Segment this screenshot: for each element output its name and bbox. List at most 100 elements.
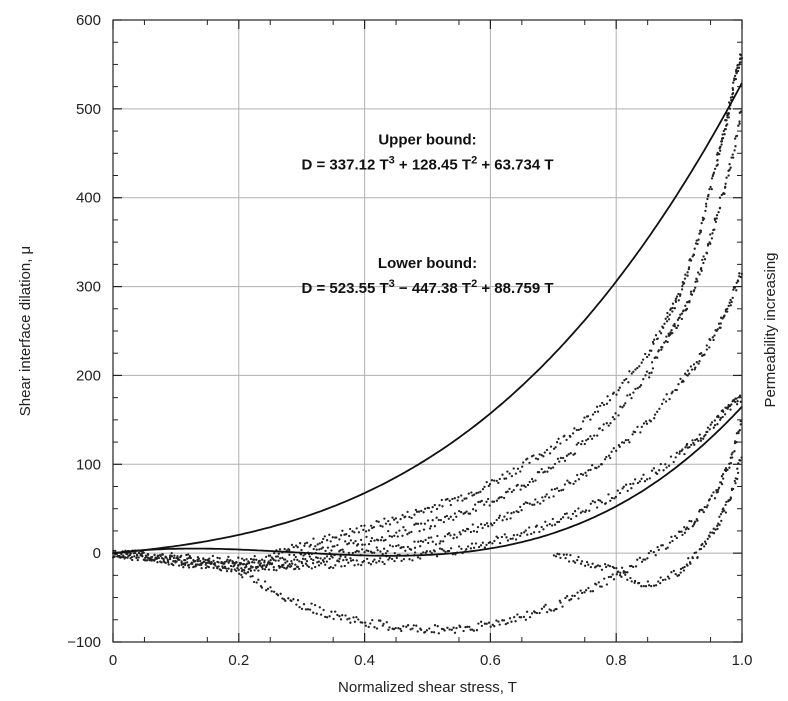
data-point (420, 509, 423, 513)
data-point (141, 555, 144, 558)
data-point (419, 628, 423, 632)
data-point (700, 352, 703, 355)
data-point (718, 152, 721, 156)
data-point (600, 568, 604, 571)
data-point (636, 558, 639, 561)
data-point (624, 571, 627, 574)
data-point (668, 397, 671, 401)
data-point (396, 535, 399, 538)
data-point (435, 507, 439, 511)
data-point (623, 379, 626, 382)
data-point (298, 542, 302, 545)
data-point (210, 560, 213, 564)
data-point (251, 574, 254, 578)
data-point (640, 425, 643, 429)
data-point (170, 552, 173, 555)
data-point (707, 193, 710, 197)
data-point (730, 300, 733, 304)
data-point (352, 616, 355, 619)
data-point (324, 549, 327, 553)
data-point (322, 537, 325, 541)
data-point (501, 473, 504, 476)
data-point (664, 400, 668, 403)
data-point (636, 425, 639, 429)
data-point (720, 475, 724, 478)
data-point (526, 457, 529, 460)
data-point (290, 543, 294, 547)
data-point (257, 569, 260, 572)
data-point (277, 552, 280, 555)
data-point (620, 566, 624, 569)
data-point (283, 547, 286, 551)
data-point (423, 522, 427, 525)
data-point (397, 627, 400, 630)
data-point (483, 503, 486, 506)
fit-curve-upper-bound (112, 82, 743, 554)
data-point (202, 560, 206, 563)
data-point (697, 439, 700, 443)
data-point (516, 467, 520, 470)
data-point (602, 403, 606, 407)
data-point (415, 510, 419, 513)
data-point (519, 534, 522, 538)
data-point (187, 556, 191, 560)
data-point (357, 550, 360, 553)
data-point (186, 561, 189, 564)
data-point (179, 555, 182, 559)
data-point (736, 400, 739, 403)
data-point (406, 624, 410, 627)
data-point (725, 119, 728, 122)
data-point (491, 524, 494, 527)
data-point (589, 502, 592, 505)
data-point (677, 574, 681, 577)
data-point (213, 562, 216, 565)
data-point (580, 442, 583, 446)
data-point (675, 326, 678, 330)
data-point (679, 377, 682, 381)
data-point (458, 531, 461, 534)
data-point (295, 603, 298, 606)
data-point (400, 546, 403, 549)
data-point (453, 533, 456, 536)
data-point (370, 524, 373, 527)
data-point (719, 149, 722, 152)
data-point (722, 477, 725, 480)
data-point (670, 535, 673, 539)
data-point (591, 500, 594, 503)
data-point (303, 544, 306, 547)
data-point (458, 509, 461, 513)
data-point (690, 520, 693, 523)
data-point (427, 536, 430, 539)
data-point (552, 447, 556, 450)
data-point (524, 529, 527, 532)
data-point (661, 578, 665, 582)
data-point (240, 573, 243, 577)
data-point (460, 494, 463, 497)
data-point (286, 566, 289, 569)
data-point (347, 542, 351, 545)
data-point (456, 499, 459, 502)
data-point (380, 536, 384, 539)
data-point (639, 431, 642, 434)
data-point (367, 625, 370, 629)
data-point (164, 561, 167, 565)
data-point (705, 205, 708, 208)
data-point (736, 64, 739, 67)
data-point (706, 242, 710, 246)
data-point (300, 607, 304, 611)
data-point (325, 555, 329, 558)
data-point (673, 322, 676, 326)
data-point (495, 619, 498, 622)
data-point (225, 569, 229, 573)
data-point (493, 521, 496, 525)
data-point (387, 529, 390, 533)
data-point (645, 478, 649, 481)
data-point (683, 277, 687, 280)
data-point (276, 555, 280, 558)
data-point (729, 304, 732, 307)
data-point (135, 556, 138, 560)
data-point (733, 74, 737, 78)
data-point (279, 592, 282, 595)
data-point (621, 487, 624, 490)
data-point (613, 497, 616, 500)
